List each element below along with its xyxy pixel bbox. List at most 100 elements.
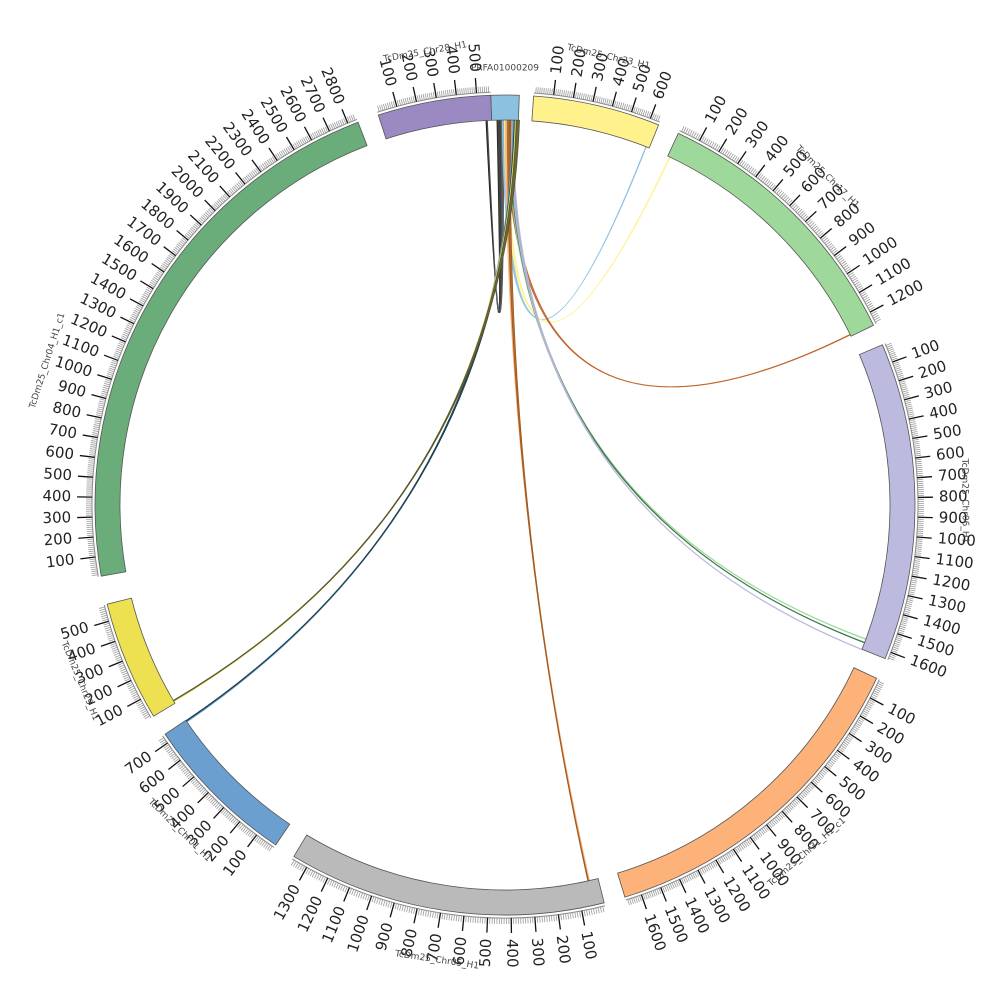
minor-tick	[382, 103, 386, 110]
minor-tick	[878, 681, 885, 685]
minor-tick	[88, 546, 95, 549]
minor-tick	[386, 102, 390, 109]
minor-tick	[756, 832, 761, 838]
minor-tick	[834, 753, 840, 758]
minor-tick	[299, 139, 304, 146]
major-tick	[649, 104, 657, 119]
minor-tick	[898, 629, 905, 633]
minor-tick	[582, 93, 585, 100]
minor-tick	[637, 896, 640, 902]
minor-tick	[861, 293, 867, 297]
minor-tick	[640, 109, 644, 116]
minor-tick	[400, 98, 404, 105]
minor-tick	[116, 658, 122, 662]
minor-tick	[335, 882, 339, 889]
link-ribbon-PRFA-chr06	[508, 119, 867, 640]
minor-tick	[899, 382, 906, 385]
minor-tick	[316, 873, 320, 880]
minor-tick	[855, 283, 862, 288]
minor-tick	[245, 175, 250, 181]
minor-tick	[467, 916, 470, 923]
minor-tick	[738, 845, 743, 851]
minor-tick	[651, 113, 655, 120]
minor-tick	[915, 548, 922, 550]
minor-tick	[173, 758, 180, 763]
major-tick	[461, 915, 465, 931]
minor-tick	[758, 174, 764, 180]
minor-tick	[278, 151, 283, 158]
minor-tick	[586, 909, 589, 916]
minor-tick	[765, 180, 771, 186]
minor-tick	[282, 149, 286, 156]
minor-tick	[230, 817, 236, 823]
major-tick	[678, 879, 687, 894]
minor-tick	[458, 915, 460, 922]
minor-tick	[230, 188, 235, 194]
minor-tick	[546, 915, 548, 922]
minor-tick	[311, 871, 316, 878]
minor-tick	[910, 427, 917, 430]
minor-tick	[815, 228, 821, 234]
minor-tick	[88, 460, 95, 462]
minor-tick	[260, 164, 265, 170]
minor-tick	[219, 197, 225, 203]
minor-tick	[854, 724, 860, 729]
minor-tick	[124, 328, 131, 332]
segment-arc-PRFA	[490, 94, 520, 121]
minor-tick	[449, 89, 451, 96]
tick-baseline-chr29	[103, 604, 152, 718]
minor-tick	[429, 911, 432, 918]
tick-label: 800	[397, 927, 421, 959]
minor-tick	[596, 96, 599, 103]
minor-tick	[171, 250, 178, 255]
minor-tick	[351, 889, 355, 896]
minor-tick	[735, 157, 740, 163]
minor-tick	[912, 439, 919, 441]
minor-tick	[255, 168, 260, 174]
minor-tick	[845, 738, 851, 743]
major-tick	[97, 374, 112, 380]
minor-tick	[101, 616, 108, 620]
minor-tick	[602, 97, 605, 104]
minor-tick	[808, 784, 814, 790]
minor-tick	[802, 790, 808, 796]
minor-tick	[328, 124, 332, 131]
minor-tick	[750, 167, 755, 174]
minor-tick	[90, 564, 97, 567]
minor-tick	[152, 278, 158, 283]
minor-tick	[303, 137, 307, 144]
minor-tick	[900, 621, 907, 625]
minor-tick	[619, 102, 623, 109]
minor-tick	[604, 98, 607, 105]
minor-tick	[240, 825, 246, 831]
minor-tick	[574, 911, 577, 919]
minor-tick	[225, 812, 231, 818]
minor-tick	[249, 832, 254, 838]
minor-tick	[790, 202, 796, 208]
minor-tick	[465, 916, 467, 923]
minor-tick	[261, 163, 267, 169]
minor-tick	[165, 258, 172, 263]
minor-tick	[865, 300, 872, 305]
tick-label: 1000	[937, 529, 976, 550]
minor-tick	[547, 88, 549, 95]
minor-tick	[802, 213, 807, 219]
major-tick	[810, 781, 823, 793]
minor-tick	[710, 862, 714, 869]
minor-tick	[840, 744, 847, 750]
minor-tick	[97, 406, 104, 409]
minor-tick	[451, 89, 453, 96]
minor-tick	[432, 92, 435, 99]
minor-tick	[914, 450, 921, 453]
minor-tick	[352, 114, 356, 121]
minor-tick	[99, 398, 106, 401]
minor-tick	[90, 440, 97, 442]
tick-label: 400	[503, 939, 521, 968]
minor-tick	[469, 87, 471, 94]
minor-tick	[849, 273, 855, 278]
major-tick	[108, 660, 123, 668]
minor-tick	[777, 190, 783, 196]
minor-tick	[250, 171, 255, 177]
minor-tick	[906, 599, 913, 602]
